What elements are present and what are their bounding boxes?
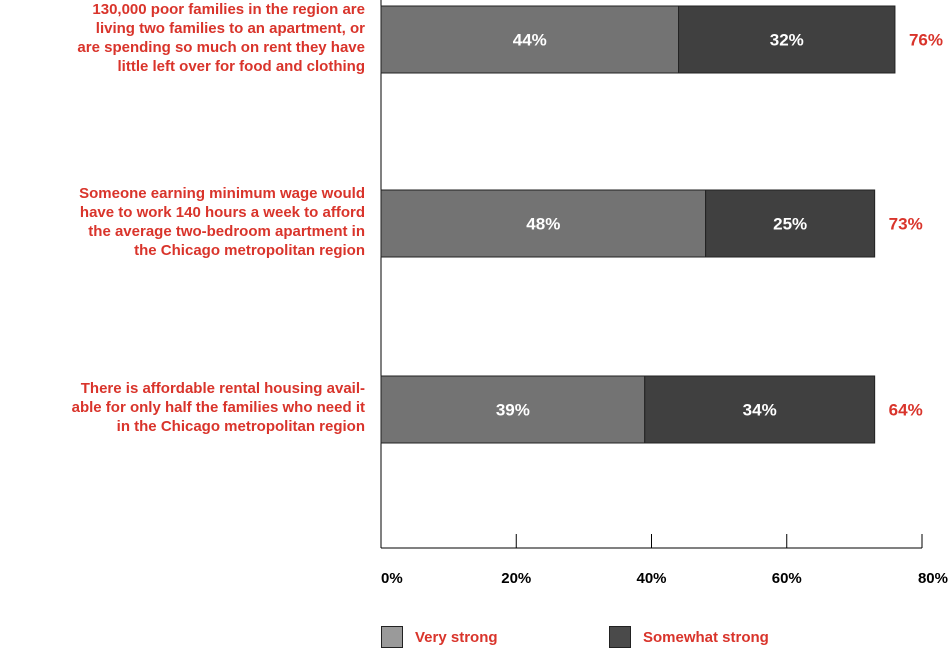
category-label: 130,000 poor families in the region are l… [0,0,365,76]
legend-label-very-strong: Very strong [415,628,498,646]
bar-value-label: 32% [770,31,804,50]
category-label-line: able for only half the families who need… [71,399,365,416]
bar-segment-very-strong [380,189,707,258]
legend-label-somewhat-strong: Somewhat strong [643,628,769,646]
category-label-line: have to work 140 hours a week to afford [79,203,365,221]
bar-segment-somewhat-strong [678,5,896,74]
x-tick-label: 60% [772,570,802,587]
category-label: Someone earning minimum wage would have t… [0,184,365,260]
category-label-line: living two families to an apartment, or [95,19,365,37]
category-label-line: 130,000 poor families in the region are [92,0,365,18]
x-tick-label: 0% [381,570,403,587]
legend-item-somewhat-strong: Somewhat strong [609,626,769,648]
legend-item-very-strong: Very strong [381,626,498,648]
legend-swatch-very-strong [381,626,403,648]
bar-total-label: 64% [889,401,923,420]
category-label-line: There is affordable rental housing avail… [80,380,365,397]
bar-segment-somewhat-strong [644,375,876,444]
category-label-line: the Chicago metropolitan region [134,241,365,259]
bar-segment-very-strong [380,375,646,444]
category-label-line: Someone earning minimum wage would [79,184,365,202]
category-label-line: are spending so much on rent they have [77,38,365,56]
bar-value-label: 25% [773,215,807,234]
bar-value-label: 39% [496,401,530,420]
bar-value-label: 44% [513,31,547,50]
x-tick-label: 80% [918,570,948,587]
category-label-line: in the Chicago metropolitan region [116,418,365,435]
category-label-line: the average two-bedroom apartment in [88,222,365,240]
bar-value-label: 34% [743,401,777,420]
legend-swatch-somewhat-strong [609,626,631,648]
bar-total-label: 73% [889,215,923,234]
category-label: There is affordable rental housing avail… [0,379,365,436]
bar-segment-somewhat-strong [705,189,876,258]
x-tick-label: 40% [636,570,666,587]
x-tick-label: 20% [501,570,531,587]
bar-value-label: 48% [526,215,560,234]
bar-total-label: 76% [909,31,943,50]
bar-segment-very-strong [380,5,680,74]
category-label-line: little left over for food and clothing [117,57,366,75]
